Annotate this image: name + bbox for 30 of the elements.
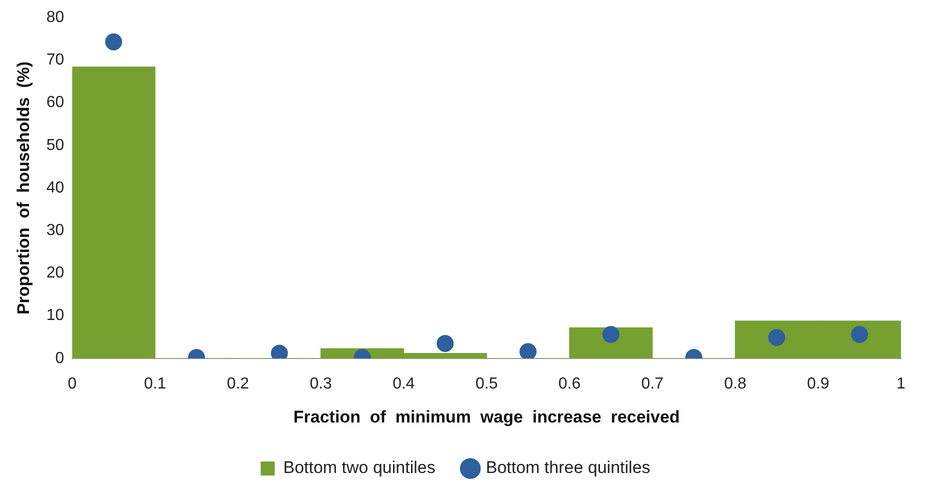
x-tick-label: 0.8: [724, 375, 746, 392]
x-tick-label: 1: [896, 375, 906, 392]
x-tick-label: 0.5: [475, 375, 498, 392]
y-tick-label: 0: [55, 350, 64, 367]
y-axis-title: Proportion of households (%): [14, 61, 33, 315]
x-tick-label: 0.1: [144, 375, 166, 392]
y-tick-label: 30: [46, 222, 64, 240]
x-tick-label: 0.2: [226, 375, 250, 392]
point: [851, 326, 868, 344]
legend-label: Bottom three quintiles: [486, 458, 650, 478]
y-tick-label: 10: [46, 307, 64, 324]
legend-label: Bottom two quintiles: [283, 458, 436, 478]
y-tick-label: 20: [46, 264, 64, 282]
x-axis-title: Fraction of minimum wage increase received: [293, 407, 680, 426]
y-tick-label: 70: [46, 52, 64, 69]
point: [768, 329, 786, 346]
y-tick-label: 60: [46, 94, 64, 112]
point: [520, 343, 537, 358]
x-tick-label: 0.6: [558, 375, 581, 392]
y-tick-label: 40: [46, 179, 64, 196]
x-tick-label: 0: [68, 375, 77, 392]
y-tick-label: 80: [46, 9, 64, 26]
x-tick-label: 0.3: [310, 375, 332, 392]
x-tick-label: 0.9: [806, 375, 830, 392]
y-tick-label: 50: [46, 136, 64, 154]
point: [602, 326, 620, 344]
x-tick-label: 0.4: [392, 375, 415, 392]
point: [436, 334, 454, 352]
point: [105, 33, 122, 50]
x-tick-label: 0.7: [641, 375, 664, 392]
